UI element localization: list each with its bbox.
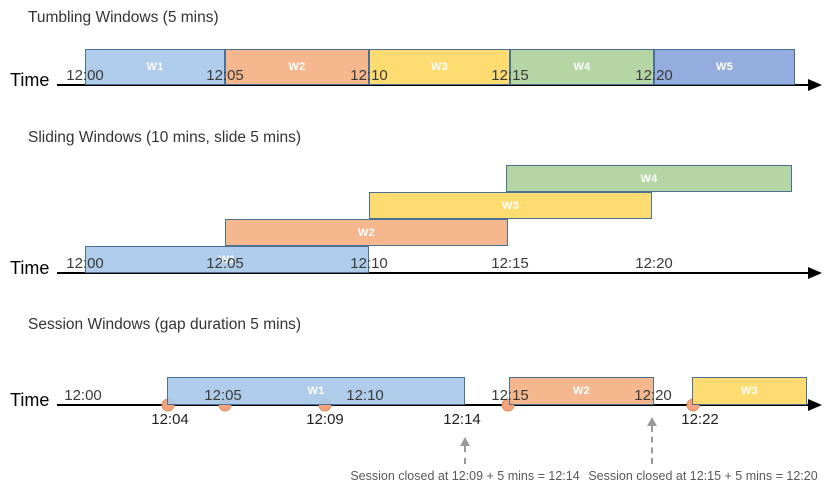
window-bar-label: W2 [357, 226, 376, 239]
axis-tick-label: 12:05 [206, 67, 244, 84]
event-time-label: 12:04 [151, 411, 189, 428]
time-axis-label: Time [10, 70, 50, 90]
window-bar-label: W1 [146, 61, 164, 73]
session-closed-note: Session closed at 12:15 + 5 mins = 12:20 [588, 469, 818, 483]
window-bar-label: W3 [740, 385, 759, 397]
window-bar-label: W1 [307, 385, 325, 397]
axis-tick-label: 12:15 [491, 67, 529, 84]
window-bar-w1: W1 [167, 377, 465, 405]
section-title: Session Windows (gap duration 5 mins) [28, 316, 302, 333]
window-bar-w2: W2 [509, 377, 654, 405]
window-bar-label: W1 [218, 253, 236, 266]
axis-tick-label: 12:20 [635, 67, 673, 84]
event-time-label: 12:14 [443, 411, 481, 428]
window-bar-w1: W1 [85, 246, 369, 273]
note-dashed-arrow [647, 417, 657, 464]
section-title: Sliding Windows (10 mins, slide 5 mins) [28, 129, 302, 146]
section-title: Tumbling Windows (5 mins) [28, 9, 219, 26]
axis-arrowhead-icon [808, 267, 822, 279]
arrow-dashed-line [464, 446, 466, 464]
axis-tick-label: 12:00 [64, 387, 102, 404]
axis-tick-label: 12:15 [491, 387, 529, 404]
arrow-dashed-line [651, 426, 653, 464]
window-bar-label: W4 [573, 61, 591, 73]
axis-tick-label: 12:05 [204, 387, 242, 404]
arrow-up-icon [647, 417, 657, 426]
window-bar-label: W5 [715, 61, 734, 73]
arrow-up-icon [460, 437, 470, 446]
axis-tick-label: 12:00 [66, 67, 104, 84]
window-bar-w2: W2 [225, 219, 508, 246]
time-axis-line [57, 272, 808, 274]
window-bar-w3: W3 [369, 192, 652, 219]
time-axis-line [57, 84, 808, 86]
axis-tick-label: 12:10 [346, 387, 384, 404]
note-dashed-arrow [460, 437, 470, 464]
axis-tick-label: 12:05 [206, 255, 244, 272]
window-bar-w2: W2 [225, 49, 369, 85]
window-bar-w4: W4 [506, 165, 792, 192]
window-bar-label: W2 [572, 385, 591, 397]
session-closed-note: Session closed at 12:09 + 5 mins = 12:14 [350, 469, 580, 483]
event-time-label: 12:09 [306, 411, 344, 428]
window-bar-label: W2 [288, 61, 306, 73]
window-bar-w5: W5 [654, 49, 795, 85]
axis-tick-label: 12:20 [634, 387, 672, 404]
window-bar-w3: W3 [692, 377, 807, 405]
window-bar-w1: W1 [85, 49, 225, 85]
window-bar-w4: W4 [510, 49, 654, 85]
axis-arrowhead-icon [808, 79, 822, 91]
window-bar-label: W4 [640, 172, 658, 185]
window-bar-w3: W3 [369, 49, 510, 85]
window-bar-label: W3 [430, 61, 449, 73]
time-axis-label: Time [10, 390, 50, 410]
axis-arrowhead-icon [808, 399, 822, 411]
axis-tick-label: 12:10 [350, 255, 388, 272]
axis-tick-label: 12:10 [350, 67, 388, 84]
event-time-label: 12:22 [681, 411, 719, 428]
axis-tick-label: 12:20 [635, 255, 673, 272]
time-axis-line [57, 404, 808, 406]
window-bar-label: W3 [501, 199, 520, 212]
time-axis-label: Time [10, 258, 50, 278]
axis-tick-label: 12:00 [66, 255, 104, 272]
axis-tick-label: 12:15 [491, 255, 529, 272]
